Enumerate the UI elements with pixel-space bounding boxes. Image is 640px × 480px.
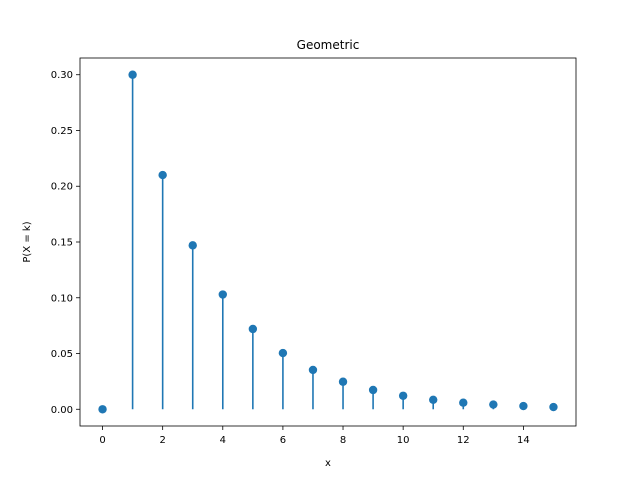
x-tick-label: 14	[517, 435, 530, 446]
stem-marker	[519, 401, 528, 411]
y-tick-label: 0.00	[51, 405, 73, 416]
x-tick-label: 6	[280, 435, 286, 446]
y-axis-label: P(X = k)	[22, 221, 33, 262]
y-tick-label: 0.10	[51, 293, 73, 304]
stem-marker	[98, 405, 107, 414]
x-tick-label: 2	[159, 435, 165, 446]
y-axis-ticks: 0.00 0.05 0.10 0.15 0.20 0.25 0.30	[51, 70, 80, 416]
y-tick-label: 0.20	[51, 182, 73, 193]
stem-marker	[278, 348, 288, 358]
plot-area-frame	[79, 57, 577, 427]
stem-marker	[128, 70, 137, 79]
stem-series	[98, 70, 558, 414]
stem-marker	[368, 385, 378, 395]
y-tick-label: 0.05	[51, 349, 73, 360]
x-tick-label: 4	[220, 435, 226, 446]
y-tick-label: 0.25	[51, 126, 73, 137]
stem-marker	[429, 395, 438, 404]
stem-marker	[188, 241, 197, 250]
stem-marker	[248, 324, 258, 334]
x-tick-label: 10	[397, 435, 410, 446]
stem-marker	[338, 377, 348, 386]
x-tick-label: 8	[340, 435, 346, 446]
stem-marker	[218, 290, 227, 299]
x-axis-ticks: 0 2 4 6 8 10 12 14	[99, 426, 530, 446]
stem-marker	[158, 170, 167, 180]
stem-marker	[489, 400, 498, 409]
chart-title: Geometric	[297, 38, 360, 52]
stem-marker	[308, 365, 318, 375]
stem-marker	[398, 391, 408, 400]
x-tick-label: 12	[457, 435, 470, 446]
x-axis-label: x	[325, 458, 331, 469]
y-tick-label: 0.30	[51, 70, 73, 81]
stem-marker	[549, 402, 558, 412]
x-tick-label: 0	[99, 435, 105, 446]
stem-marker	[459, 398, 468, 407]
y-tick-label: 0.15	[51, 238, 73, 249]
